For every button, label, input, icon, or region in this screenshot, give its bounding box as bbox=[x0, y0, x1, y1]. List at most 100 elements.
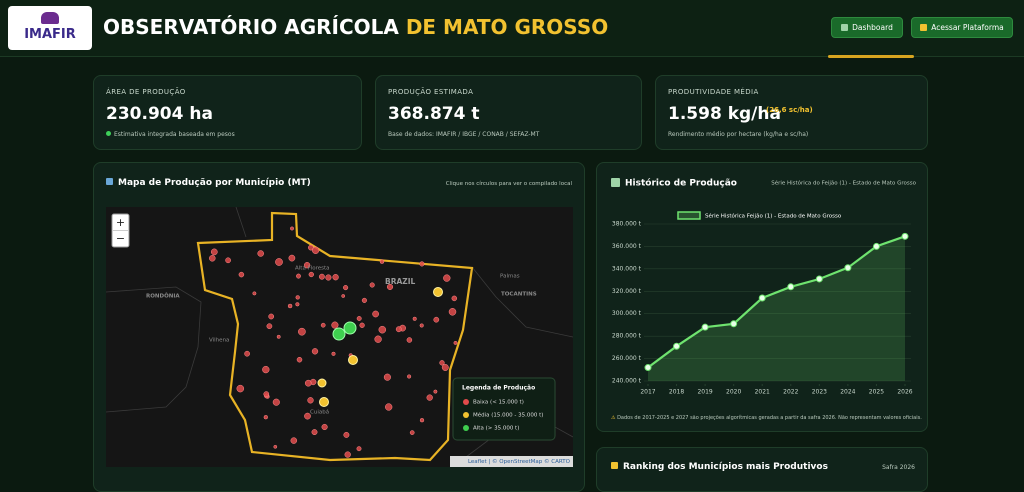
municipality-markers[interactable] bbox=[209, 226, 458, 458]
marker-low[interactable] bbox=[311, 246, 320, 254]
kpi-value: 1.598 kg/ha bbox=[668, 104, 781, 124]
marker-low[interactable] bbox=[419, 418, 425, 423]
marker-low[interactable] bbox=[443, 274, 451, 282]
marker-low[interactable] bbox=[331, 351, 336, 356]
marker-low[interactable] bbox=[409, 430, 415, 435]
marker-high[interactable] bbox=[343, 321, 357, 335]
marker-low[interactable] bbox=[238, 271, 245, 278]
legend-item: Alta (> 35.000 t) bbox=[473, 426, 519, 432]
marker-low[interactable] bbox=[325, 274, 332, 281]
marker-low[interactable] bbox=[276, 334, 281, 339]
marker-low[interactable] bbox=[304, 379, 312, 387]
marker-low[interactable] bbox=[406, 337, 413, 343]
marker-low[interactable] bbox=[252, 291, 257, 296]
marker-low[interactable] bbox=[311, 429, 318, 436]
marker-low[interactable] bbox=[275, 258, 283, 266]
marker-low[interactable] bbox=[295, 302, 300, 307]
marker-low[interactable] bbox=[273, 444, 278, 449]
marker-mid[interactable] bbox=[317, 378, 327, 388]
marker-low[interactable] bbox=[303, 262, 311, 269]
marker-low[interactable] bbox=[374, 335, 382, 343]
x-tick-label: 2026 bbox=[897, 389, 912, 396]
marker-low[interactable] bbox=[356, 446, 362, 452]
marker-low[interactable] bbox=[308, 271, 314, 278]
marker-low[interactable] bbox=[296, 356, 303, 363]
marker-low[interactable] bbox=[433, 389, 438, 394]
map[interactable]: Alta Floresta BRAZIL RONDÔNIA TOCANTINS … bbox=[106, 207, 573, 467]
ranking-season: Safra 2026 bbox=[882, 464, 915, 471]
marker-high[interactable] bbox=[332, 327, 346, 341]
marker-low[interactable] bbox=[453, 340, 458, 345]
marker-low[interactable] bbox=[439, 360, 445, 366]
marker-low[interactable] bbox=[426, 394, 433, 401]
marker-low[interactable] bbox=[379, 259, 385, 264]
marker-low[interactable] bbox=[386, 283, 394, 290]
platform-button[interactable]: Acessar Plataforma bbox=[911, 17, 1013, 38]
marker-low[interactable] bbox=[225, 257, 231, 264]
marker-low[interactable] bbox=[262, 365, 270, 374]
zoom-in[interactable]: + bbox=[116, 216, 125, 229]
dashboard-button[interactable]: Dashboard bbox=[831, 17, 903, 38]
marker-low[interactable] bbox=[385, 403, 393, 411]
y-tick-label: 380.000 t bbox=[612, 221, 642, 228]
marker-low[interactable] bbox=[407, 374, 412, 379]
marker-low[interactable] bbox=[383, 373, 391, 381]
marker-low[interactable] bbox=[263, 415, 268, 420]
map-labels: Alta Floresta BRAZIL RONDÔNIA TOCANTINS … bbox=[146, 266, 537, 416]
major-markers[interactable] bbox=[317, 287, 443, 407]
marker-low[interactable] bbox=[361, 297, 367, 303]
marker-low[interactable] bbox=[244, 350, 250, 357]
marker-low[interactable] bbox=[263, 391, 270, 397]
marker-low[interactable] bbox=[307, 397, 314, 404]
marker-low[interactable] bbox=[266, 323, 273, 330]
marker-low[interactable] bbox=[311, 348, 319, 355]
marker-low[interactable] bbox=[448, 308, 457, 316]
marker-low[interactable] bbox=[321, 423, 328, 431]
marker-low[interactable] bbox=[395, 326, 402, 333]
marker-low[interactable] bbox=[296, 273, 301, 279]
marker-low[interactable] bbox=[288, 254, 296, 262]
marker-low[interactable] bbox=[331, 321, 339, 329]
marker-low[interactable] bbox=[356, 316, 362, 321]
marker-low[interactable] bbox=[378, 325, 387, 334]
data-point bbox=[758, 294, 766, 302]
marker-low[interactable] bbox=[290, 226, 294, 231]
marker-low[interactable] bbox=[236, 384, 245, 393]
marker-low[interactable] bbox=[332, 274, 339, 281]
marker-low[interactable] bbox=[298, 327, 306, 336]
series-line bbox=[647, 235, 906, 369]
marker-low[interactable] bbox=[451, 295, 458, 302]
marker-low[interactable] bbox=[210, 248, 218, 256]
marker-low[interactable] bbox=[295, 295, 300, 300]
marker-low[interactable] bbox=[372, 310, 379, 318]
marker-low[interactable] bbox=[412, 316, 417, 321]
marker-low[interactable] bbox=[343, 285, 349, 291]
attribution[interactable]: Leaflet | © OpenStreetMap © CARTO bbox=[468, 458, 571, 465]
marker-low[interactable] bbox=[304, 412, 311, 420]
zoom-control[interactable]: + − bbox=[111, 213, 130, 248]
marker-low[interactable] bbox=[272, 398, 280, 406]
marker-low[interactable] bbox=[320, 322, 326, 328]
marker-low[interactable] bbox=[268, 313, 275, 320]
page: {"header": {"logo": "IMAFIR", "title_mai… bbox=[0, 6, 1024, 492]
marker-low[interactable] bbox=[290, 437, 298, 444]
marker-low[interactable] bbox=[359, 322, 365, 328]
marker-mid[interactable] bbox=[319, 397, 329, 407]
marker-low[interactable] bbox=[419, 323, 424, 328]
marker-low[interactable] bbox=[341, 294, 346, 298]
data-point bbox=[644, 364, 652, 372]
data-point bbox=[872, 242, 880, 250]
marker-low[interactable] bbox=[343, 431, 350, 438]
marker-low[interactable] bbox=[344, 451, 351, 458]
marker-mid[interactable] bbox=[433, 287, 443, 297]
marker-low[interactable] bbox=[419, 261, 425, 267]
marker-low[interactable] bbox=[318, 273, 325, 280]
marker-mid[interactable] bbox=[348, 355, 358, 365]
marker-low[interactable] bbox=[257, 250, 264, 257]
marker-low[interactable] bbox=[441, 364, 449, 371]
marker-low[interactable] bbox=[287, 303, 293, 309]
marker-low[interactable] bbox=[209, 255, 216, 262]
marker-low[interactable] bbox=[433, 316, 440, 323]
marker-low[interactable] bbox=[369, 282, 375, 288]
zoom-out[interactable]: − bbox=[116, 232, 125, 245]
